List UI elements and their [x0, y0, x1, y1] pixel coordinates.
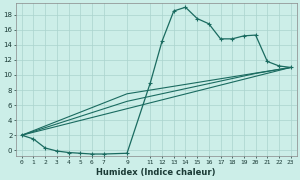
X-axis label: Humidex (Indice chaleur): Humidex (Indice chaleur)	[97, 168, 216, 177]
